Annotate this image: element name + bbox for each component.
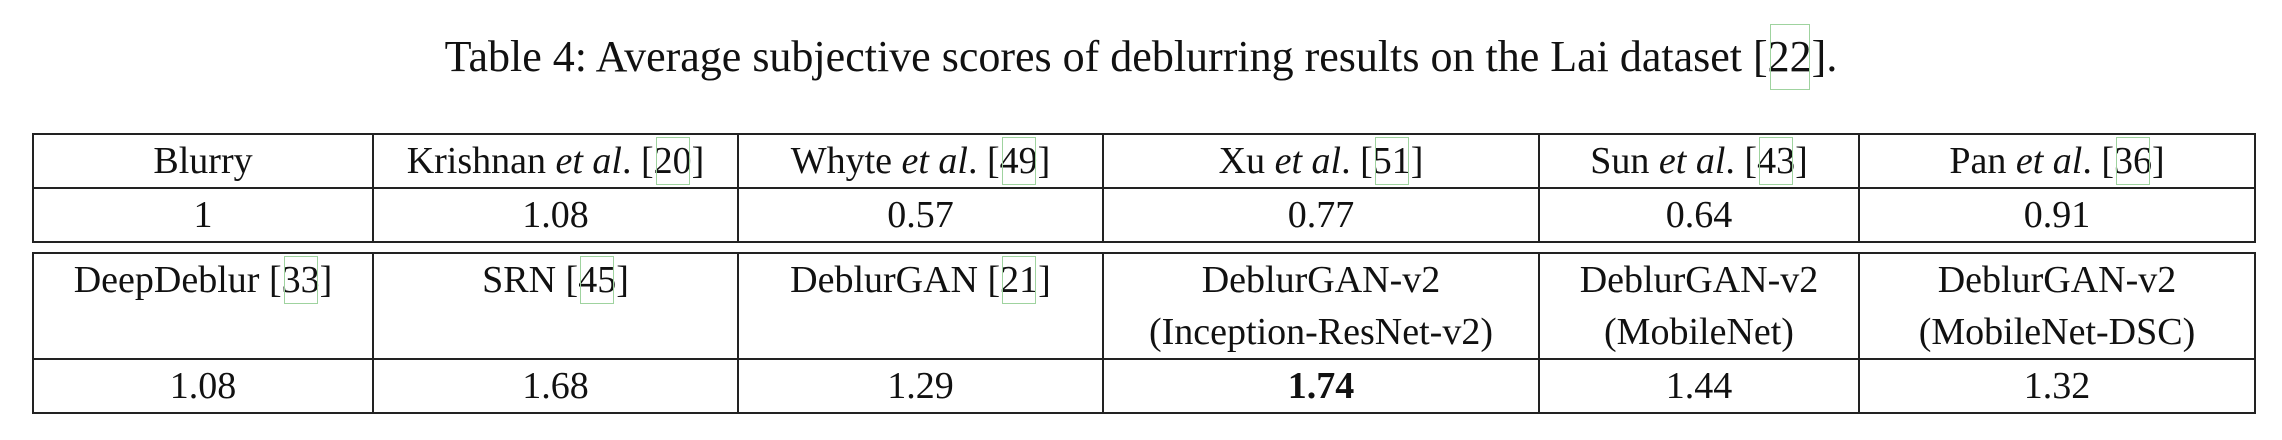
method-name: DeblurGAN-v2 [1937,259,2177,301]
et-al: et al [2015,140,2083,182]
citation-link[interactable]: 20 [654,136,692,186]
et-al: et al [1274,140,1342,182]
score-cell: 0.64 [1538,187,1860,243]
table-value-row: 1.08 1.68 1.29 1.74 1.44 1.32 [32,358,2256,414]
score-cell: 0.77 [1102,187,1540,243]
score-cell: 1.32 [1858,358,2256,414]
citation[interactable]: [36] [2092,137,2165,185]
citation[interactable]: [21] [978,256,1051,304]
method-header: Whyte et al. [49] [737,133,1104,189]
method-header: DeepDeblur [33] [32,252,374,360]
caption-label: Table 4: [444,32,587,81]
scores-table-top: Blurry Krishnan et al. [20] Whyte et al. [… [32,133,2256,243]
method-name: Pan [1949,140,2007,182]
citation[interactable]: [49] [977,137,1050,185]
method-name: Sun [1590,140,1650,182]
table-header-row: Blurry Krishnan et al. [20] Whyte et al. [… [32,133,2256,189]
citation-link[interactable]: 22 [1768,22,1812,92]
citation-link[interactable]: 51 [1373,136,1411,186]
et-al: et al [1658,140,1726,182]
method-header: DeblurGAN [21] [737,252,1104,360]
method-header: Krishnan et al. [20] [372,133,739,189]
et-al: et al [901,140,968,182]
citation[interactable]: [33] [259,256,332,304]
method-name: DeepDeblur [73,259,260,301]
score-cell: 1.74 [1102,358,1540,414]
method-header: Blurry [32,133,374,189]
table-value-row: 1 1.08 0.57 0.77 0.64 0.91 [32,187,2256,243]
score-cell: 1.29 [737,358,1104,414]
method-name: Krishnan [406,140,546,182]
table-header-row: DeepDeblur [33] SRN [45] DeblurGAN [21] … [32,252,2256,360]
caption-text: Average subjective scores of deblurring … [595,32,1743,81]
method-header: DeblurGAN-v2 (MobileNet-DSC) [1858,252,2256,360]
method-name: Blurry [153,140,253,182]
caption-citation[interactable]: [22] [1753,24,1826,90]
method-header: Xu et al. [51] [1102,133,1540,189]
citation[interactable]: [51] [1351,137,1423,185]
method-variant [916,311,926,353]
method-name: DeblurGAN-v2 [1579,259,1819,301]
method-header: SRN [45] [372,252,739,360]
citation-link[interactable]: 36 [2114,136,2152,186]
score-cell: 1.08 [372,187,739,243]
scores-table-bottom: DeepDeblur [33] SRN [45] DeblurGAN [21] … [32,252,2256,414]
score-cell: 1.44 [1538,358,1860,414]
citation[interactable]: [45] [556,256,629,304]
method-name: DeblurGAN [790,259,979,301]
score-cell: 1.68 [372,358,739,414]
method-header: DeblurGAN-v2 (MobileNet) [1538,252,1860,360]
method-name: Xu [1218,140,1266,182]
method-name: DeblurGAN-v2 [1201,259,1441,301]
citation-link[interactable]: 21 [1000,255,1038,306]
method-header: Pan et al. [36] [1858,133,2256,189]
citation[interactable]: [20] [631,137,704,185]
citation-link[interactable]: 33 [282,255,320,306]
table-caption: Table 4: Average subjective scores of de… [0,22,2282,92]
citation-link[interactable]: 43 [1757,136,1795,186]
method-variant: (MobileNet-DSC) [1918,311,2196,353]
citation-link[interactable]: 45 [578,255,616,306]
method-header: DeblurGAN-v2 (Inception-ResNet-v2) [1102,252,1540,360]
caption-period: . [1826,32,1838,81]
citation[interactable]: [43] [1735,137,1808,185]
method-variant: (MobileNet) [1604,311,1794,353]
score-cell: 1.08 [32,358,374,414]
method-header: Sun et al. [43] [1538,133,1860,189]
score-cell: 1 [32,187,374,243]
method-variant [551,311,561,353]
method-name: SRN [482,259,557,301]
et-al: et al [555,140,622,182]
method-name: Whyte [790,140,892,182]
method-variant: (Inception-ResNet-v2) [1149,311,1493,353]
citation-link[interactable]: 49 [1000,136,1038,186]
score-cell: 0.57 [737,187,1104,243]
score-cell: 0.91 [1858,187,2256,243]
method-variant [198,311,208,353]
